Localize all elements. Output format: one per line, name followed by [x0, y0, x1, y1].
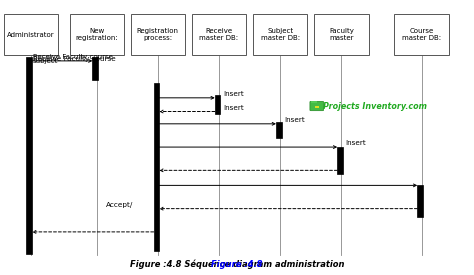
Text: New
registration:: New registration: — [75, 28, 118, 42]
Text: Insert: Insert — [345, 140, 366, 146]
Bar — [192, 14, 246, 56]
Bar — [154, 83, 159, 251]
Text: Faculty
master: Faculty master — [329, 28, 354, 42]
Bar — [417, 185, 423, 217]
Bar — [314, 14, 369, 56]
Bar — [315, 106, 319, 109]
Bar — [215, 95, 220, 114]
Text: Insert: Insert — [284, 117, 305, 123]
Text: Projects Inventory.com: Projects Inventory.com — [323, 101, 427, 111]
Text: Administrator: Administrator — [7, 32, 55, 38]
Bar — [70, 14, 124, 56]
Bar — [131, 14, 185, 56]
Text: subject: subject — [33, 59, 58, 64]
Bar — [253, 14, 307, 56]
Bar — [92, 57, 98, 80]
Bar — [276, 122, 282, 138]
Text: Registration
process:: Registration process: — [137, 28, 179, 42]
Bar — [27, 57, 32, 254]
Bar — [394, 14, 448, 56]
Text: Insert: Insert — [223, 105, 244, 111]
Text: Accept/: Accept/ — [106, 202, 133, 208]
FancyBboxPatch shape — [310, 101, 324, 111]
Text: Receive Faculty course: Receive Faculty course — [33, 54, 113, 60]
Text: Figure :4.8 Séquence diagram administration: Figure :4.8 Séquence diagram administrat… — [130, 259, 344, 269]
Bar — [311, 101, 317, 103]
Text: Receive
master DB:: Receive master DB: — [200, 28, 238, 42]
Text: Receive Faculty course: Receive Faculty course — [33, 56, 116, 62]
Text: Course
master DB:: Course master DB: — [402, 28, 441, 42]
Text: Figure :4.8: Figure :4.8 — [211, 260, 263, 269]
Bar — [337, 147, 343, 174]
Text: Insert: Insert — [223, 91, 244, 97]
Bar — [4, 14, 58, 56]
Text: Subject
master DB:: Subject master DB: — [261, 28, 300, 42]
